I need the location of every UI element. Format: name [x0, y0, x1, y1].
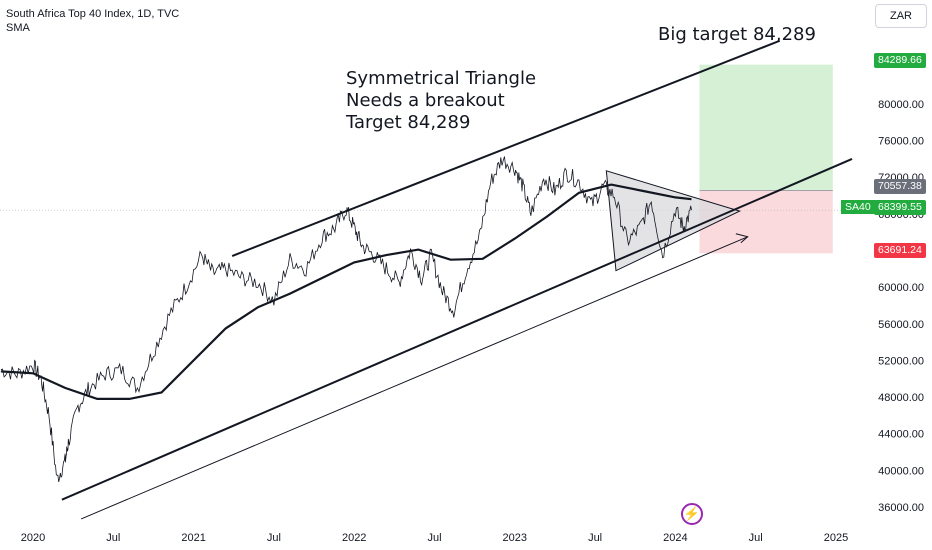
projection-arrow	[80, 236, 748, 520]
x-tick-label: 2020	[21, 532, 45, 544]
symbol-tag: SA40	[841, 200, 875, 214]
lower-trend-line	[61, 158, 853, 501]
stop-zone	[699, 190, 833, 254]
y-tick-label: 36000.00	[878, 502, 924, 514]
triangle-annotation: Symmetrical Triangle Needs a breakout Ta…	[346, 68, 536, 134]
x-tick-label: Jul	[267, 532, 281, 544]
price-line	[0, 156, 692, 482]
upper-channel-line	[231, 39, 781, 257]
big-target-annotation: Big target 84,289	[658, 24, 816, 45]
x-tick-label: Jul	[588, 532, 602, 544]
stop-price-tag: 63691.24	[874, 243, 926, 258]
indicator-label[interactable]: SMA	[6, 22, 30, 34]
x-tick-label: Jul	[106, 532, 120, 544]
y-tick-label: 56000.00	[878, 319, 924, 331]
y-tick-label: 60000.00	[878, 282, 924, 294]
y-tick-label: 40000.00	[878, 465, 924, 477]
target-zone	[699, 64, 833, 191]
x-tick-label: 2025	[824, 532, 848, 544]
y-tick-label: 44000.00	[878, 429, 924, 441]
triangle-annotation-line2: Needs a breakout	[346, 90, 505, 111]
lightning-icon[interactable]: ⚡	[681, 503, 703, 525]
triangle-annotation-line1: Symmetrical Triangle	[346, 68, 537, 89]
x-tick-label: 2024	[663, 532, 687, 544]
x-tick-label: 2023	[503, 532, 527, 544]
x-tick-label: Jul	[749, 532, 763, 544]
entry-price-tag: 70557.38	[874, 179, 926, 194]
projection-arrowhead	[735, 233, 749, 244]
chart-title: South Africa Top 40 Index, 1D, TVC	[6, 8, 180, 20]
y-tick-label: 76000.00	[878, 136, 924, 148]
x-tick-label: 2021	[181, 532, 205, 544]
y-tick-label: 52000.00	[878, 355, 924, 367]
y-tick-label: 80000.00	[878, 99, 924, 111]
sma-line	[0, 183, 692, 400]
triangle-annotation-line3: Target 84,289	[346, 112, 471, 133]
x-tick-label: Jul	[427, 532, 441, 544]
x-tick-label: 2022	[342, 532, 366, 544]
target-price-tag: 84289.66	[874, 53, 926, 68]
last-price-tag: 68399.55	[874, 200, 926, 215]
y-tick-label: 48000.00	[878, 392, 924, 404]
currency-selector[interactable]: ZAR	[875, 4, 927, 28]
